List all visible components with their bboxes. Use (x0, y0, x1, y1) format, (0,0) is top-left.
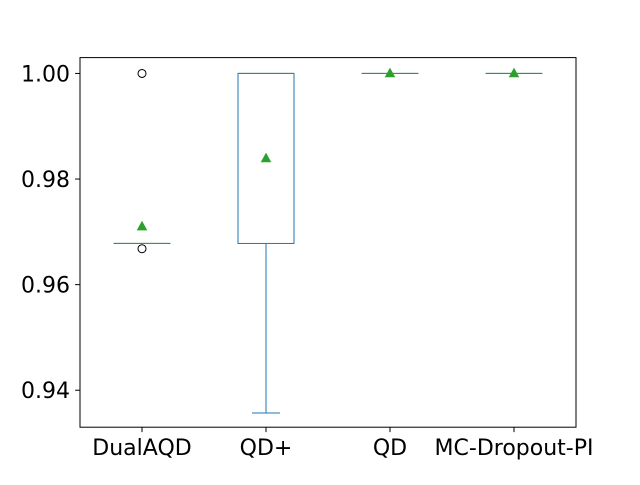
box-group (486, 68, 542, 76)
y-tick-label: 0.96 (21, 274, 70, 299)
mean-marker (137, 222, 146, 230)
x-tick-label: QD (373, 436, 407, 461)
box-group (362, 68, 418, 76)
box-group (238, 73, 294, 413)
mean-marker (385, 68, 394, 76)
x-tick-label: QD+ (240, 436, 293, 461)
x-tick-label: MC-Dropout-PI (435, 436, 594, 461)
y-tick-label: 0.94 (21, 379, 70, 404)
outlier-point (138, 69, 146, 77)
x-tick-label: DualAQD (92, 436, 191, 461)
mean-marker (261, 153, 270, 161)
outlier-point (138, 245, 146, 253)
mean-marker (509, 68, 518, 76)
box-group (114, 69, 170, 252)
plot-frame (80, 58, 576, 428)
y-tick-label: 1.00 (21, 62, 70, 87)
y-tick-label: 0.98 (21, 168, 70, 193)
